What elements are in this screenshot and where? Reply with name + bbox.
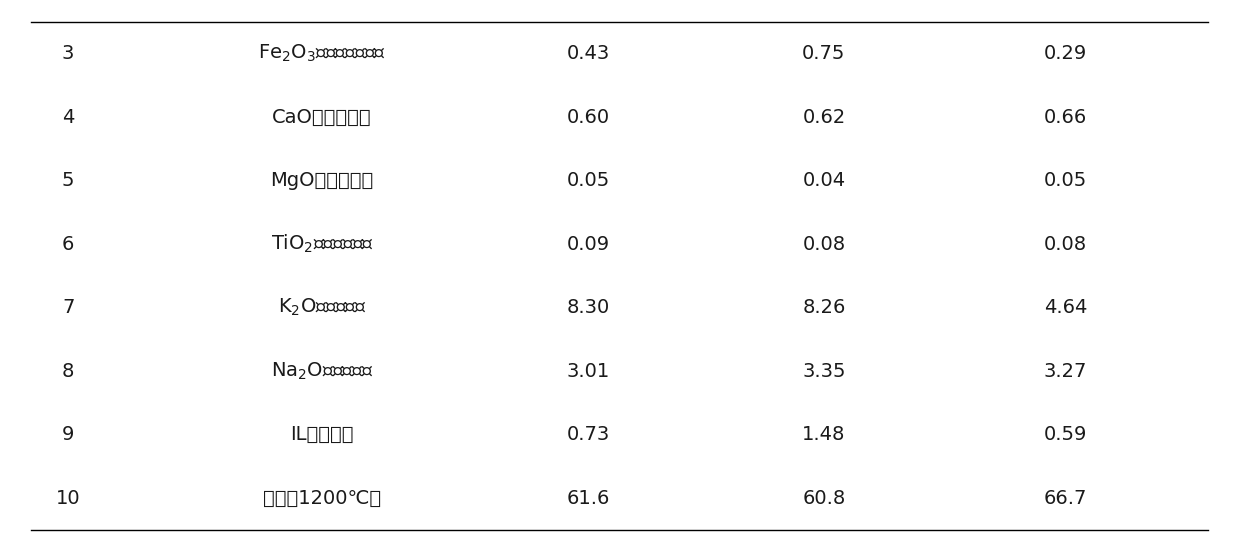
Text: MgO（氧化镁）: MgO（氧化镁） bbox=[270, 171, 374, 190]
Text: 60.8: 60.8 bbox=[803, 489, 845, 508]
Text: TiO$_2$（二氧化钓）: TiO$_2$（二氧化钓） bbox=[270, 233, 374, 256]
Text: 0.08: 0.08 bbox=[1044, 235, 1087, 254]
Text: 7: 7 bbox=[62, 298, 74, 317]
Text: 10: 10 bbox=[56, 489, 81, 508]
Text: 3.27: 3.27 bbox=[1043, 362, 1088, 381]
Text: 5: 5 bbox=[62, 171, 74, 190]
Text: 8.30: 8.30 bbox=[567, 298, 610, 317]
Text: 0.29: 0.29 bbox=[1044, 44, 1087, 63]
Text: 0.08: 0.08 bbox=[803, 235, 845, 254]
Text: 3.35: 3.35 bbox=[802, 362, 846, 381]
Text: CaO（氧化馒）: CaO（氧化馒） bbox=[273, 108, 372, 127]
Text: IL（灸减）: IL（灸减） bbox=[290, 425, 354, 444]
Text: 66.7: 66.7 bbox=[1043, 489, 1088, 508]
Text: 0.09: 0.09 bbox=[567, 235, 610, 254]
Text: 0.66: 0.66 bbox=[1044, 108, 1087, 127]
Text: 0.04: 0.04 bbox=[803, 171, 845, 190]
Text: 3: 3 bbox=[62, 44, 74, 63]
Text: 4.64: 4.64 bbox=[1043, 298, 1088, 317]
Text: 1.48: 1.48 bbox=[802, 425, 846, 444]
Text: Na$_2$O（氧化钓）: Na$_2$O（氧化钓） bbox=[271, 360, 373, 382]
Text: 8: 8 bbox=[62, 362, 74, 381]
Text: 0.05: 0.05 bbox=[1044, 171, 1087, 190]
Text: 0.05: 0.05 bbox=[567, 171, 610, 190]
Text: 61.6: 61.6 bbox=[566, 489, 611, 508]
Text: 白度（1200℃）: 白度（1200℃） bbox=[263, 489, 382, 508]
Text: 0.73: 0.73 bbox=[567, 425, 610, 444]
Text: 0.60: 0.60 bbox=[567, 108, 610, 127]
Text: 0.43: 0.43 bbox=[567, 44, 610, 63]
Text: 0.59: 0.59 bbox=[1043, 425, 1088, 444]
Text: 0.62: 0.62 bbox=[803, 108, 845, 127]
Text: 0.75: 0.75 bbox=[802, 44, 846, 63]
Text: K$_2$O（氧化钒）: K$_2$O（氧化钒） bbox=[278, 297, 367, 319]
Text: 6: 6 bbox=[62, 235, 74, 254]
Text: 9: 9 bbox=[62, 425, 74, 444]
Text: 3.01: 3.01 bbox=[567, 362, 610, 381]
Text: 8.26: 8.26 bbox=[802, 298, 846, 317]
Text: 4: 4 bbox=[62, 108, 74, 127]
Text: Fe$_2$O$_3$（三氧化二鐵）: Fe$_2$O$_3$（三氧化二鐵） bbox=[258, 43, 387, 65]
